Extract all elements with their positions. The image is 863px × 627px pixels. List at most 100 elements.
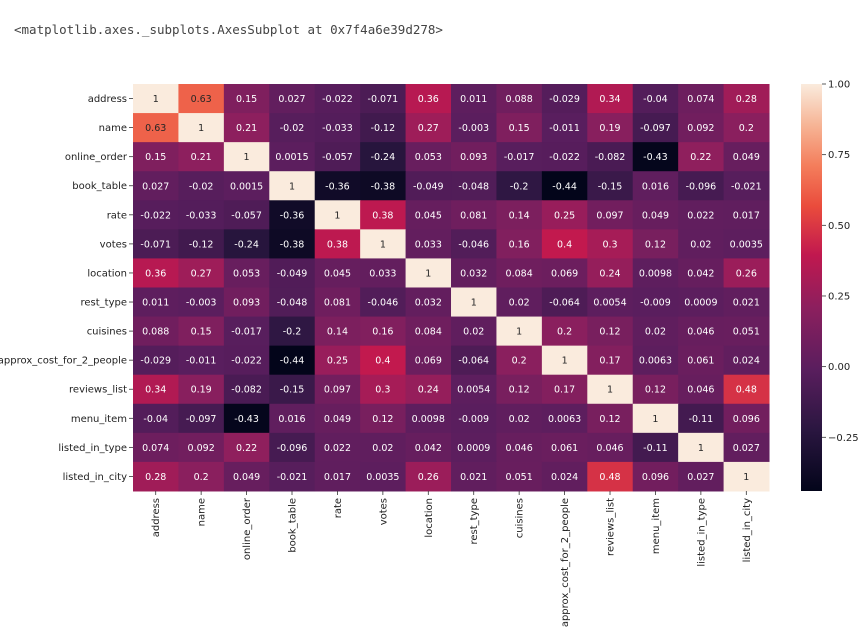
heatmap-cell-value: 0.2: [739, 123, 754, 134]
heatmap-cell: [541, 461, 588, 492]
heatmap-cell: [314, 258, 361, 288]
heatmap-cell: [133, 229, 179, 259]
heatmap-cell-value: -0.017: [231, 327, 262, 338]
heatmap-cell-value: 0.092: [687, 123, 714, 134]
heatmap-cell-value: 0.049: [233, 472, 260, 483]
heatmap-cell-value: 0.4: [375, 356, 390, 367]
x-tick-label: menu_item: [651, 498, 662, 554]
heatmap-cell-value: -0.36: [325, 181, 350, 192]
heatmap-cell-value: 0.02: [463, 327, 484, 338]
heatmap-cell-value: 1: [607, 385, 613, 396]
heatmap-cell: [269, 374, 316, 405]
heatmap-cell-value: -0.082: [595, 152, 626, 163]
colorbar-tick-label: 0.25: [828, 291, 850, 302]
heatmap-cell-value: 0.045: [324, 268, 351, 279]
heatmap-cell-value: 0.17: [599, 356, 620, 367]
heatmap-cell-value: 0.63: [145, 123, 166, 134]
heatmap-cell: [133, 84, 179, 114]
y-tick-label: cuisines: [87, 327, 127, 338]
heatmap-cell: [223, 258, 270, 288]
heatmap-cell-value: 0.017: [733, 210, 760, 221]
x-tick-label: reviews_list: [606, 498, 617, 556]
x-tick-label: rest_type: [469, 498, 480, 545]
heatmap-cell-value: 1: [652, 414, 658, 425]
heatmap-cell-value: -0.2: [510, 181, 529, 192]
heatmap-cell: [360, 287, 407, 318]
heatmap-cell: [360, 345, 407, 376]
heatmap-cell: [587, 200, 634, 230]
heatmap-cell-value: 0.081: [460, 210, 487, 221]
heatmap-cell-value: 0.3: [375, 385, 390, 396]
heatmap-cell-value: 1: [289, 181, 295, 192]
heatmap-cell-value: -0.048: [458, 181, 489, 192]
heatmap-cell-value: 0.032: [415, 298, 442, 309]
heatmap-cell-value: -0.057: [231, 210, 262, 221]
heatmap-cell-value: 0.096: [733, 414, 760, 425]
heatmap-cell: [541, 142, 588, 172]
heatmap-cell-value: -0.048: [277, 298, 308, 309]
heatmap-cell: [632, 345, 679, 376]
heatmap-cell: [451, 84, 497, 114]
heatmap-cell-value: 0.17: [554, 385, 575, 396]
heatmap-cell: [223, 142, 270, 172]
heatmap-cell: [587, 374, 634, 405]
heatmap-cell-value: 0.34: [145, 385, 166, 396]
heatmap-cell-value: -0.049: [277, 268, 308, 279]
heatmap-cell: [678, 84, 725, 114]
heatmap-cell: [587, 403, 634, 434]
heatmap-cell-value: 0.069: [551, 268, 578, 279]
heatmap-cell-value: -0.003: [458, 123, 489, 134]
heatmap-cell-value: -0.2: [283, 327, 302, 338]
heatmap-cell-value: 0.088: [142, 327, 169, 338]
heatmap-cell: [632, 258, 679, 288]
heatmap-cell-value: -0.022: [549, 152, 580, 163]
heatmap-cell-value: -0.15: [280, 385, 305, 396]
heatmap-cell-value: -0.38: [371, 181, 396, 192]
heatmap-cell-value: 0.0063: [548, 414, 581, 425]
heatmap-cell: [678, 229, 725, 259]
heatmap-cell-value: 0.093: [460, 152, 487, 163]
heatmap-cell: [178, 316, 225, 347]
heatmap-cell: [223, 345, 270, 376]
heatmap-cell: [632, 461, 679, 492]
heatmap-cell-value: 0.0098: [639, 268, 672, 279]
heatmap-cell: [678, 345, 725, 376]
heatmap-cell-value: 0.38: [372, 210, 393, 221]
heatmap-cell-value: 0.19: [599, 123, 620, 134]
heatmap-cell-value: 0.081: [324, 298, 351, 309]
heatmap-cell-value: -0.021: [731, 181, 762, 192]
heatmap-cell: [451, 403, 497, 434]
heatmap-cell-value: 0.24: [599, 268, 620, 279]
heatmap-cell: [723, 316, 770, 347]
heatmap-cell: [314, 403, 361, 434]
heatmap-cell: [269, 432, 316, 463]
heatmap-cell-value: -0.071: [140, 239, 171, 250]
heatmap-cell: [632, 113, 679, 143]
heatmap-cell: [723, 258, 770, 288]
heatmap-cell-value: -0.033: [322, 123, 353, 134]
heatmap-cell-value: 0.053: [415, 152, 442, 163]
heatmap-cell-value: -0.046: [368, 298, 399, 309]
heatmap-cell: [223, 403, 270, 434]
heatmap-cell: [496, 403, 543, 434]
heatmap-cell: [314, 113, 361, 143]
heatmap-cell-value: 0.02: [509, 298, 530, 309]
heatmap-cell: [496, 84, 543, 114]
heatmap-cell-value: 0.024: [733, 356, 760, 367]
heatmap-cell: [587, 258, 634, 288]
heatmap-cell: [223, 287, 270, 318]
heatmap-cell: [360, 113, 407, 143]
heatmap-cell-value: 0.027: [733, 443, 760, 454]
heatmap-cell-value: 0.2: [512, 356, 527, 367]
heatmap-cell: [314, 374, 361, 405]
heatmap-cell: [723, 113, 770, 143]
heatmap-cell-value: 1: [743, 472, 749, 483]
heatmap-cell-value: -0.064: [458, 356, 489, 367]
heatmap-cell-value: 1: [516, 327, 522, 338]
heatmap-cell-value: -0.049: [413, 181, 444, 192]
heatmap-cell-value: -0.15: [598, 181, 623, 192]
heatmap-cell-value: 0.061: [551, 443, 578, 454]
heatmap-cell-value: -0.071: [368, 94, 399, 105]
heatmap-cell-value: 0.084: [415, 327, 442, 338]
heatmap-cell: [496, 345, 543, 376]
